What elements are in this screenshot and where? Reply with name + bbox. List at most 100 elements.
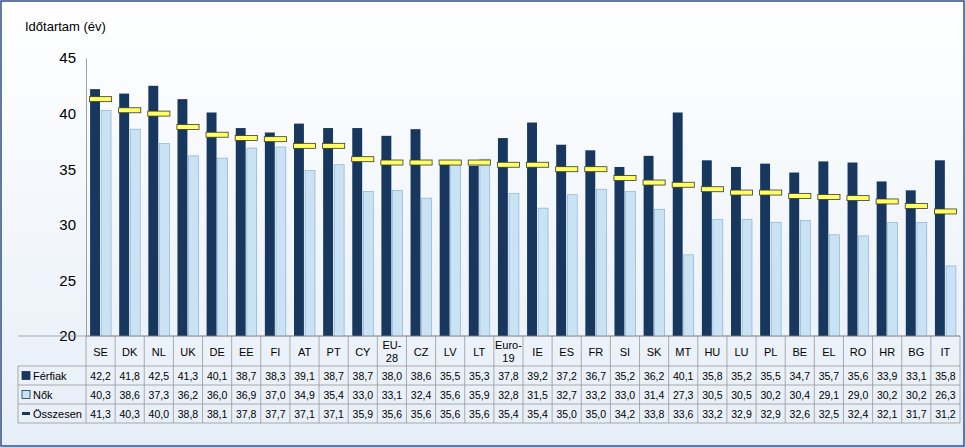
category-label: MT: [675, 346, 691, 358]
bar: [480, 159, 490, 336]
category-label: LT: [473, 346, 485, 358]
category-label: DE: [209, 346, 224, 358]
category-label: CZ: [414, 346, 429, 358]
table-rule: [814, 336, 815, 423]
category-label: BG: [908, 346, 924, 358]
table-value: 39,1: [294, 370, 315, 382]
table-value: 33,9: [877, 370, 898, 382]
dash-marker: [876, 199, 898, 204]
bar: [498, 138, 508, 336]
table-value: 32,4: [411, 389, 432, 401]
legend-swatch: [22, 412, 30, 415]
table-value: 41,3: [178, 370, 199, 382]
dash-marker: [760, 190, 782, 195]
table-rule: [231, 336, 232, 423]
legend-label: Összesen: [33, 408, 82, 420]
table-value: 35,9: [353, 408, 374, 420]
bar: [334, 165, 344, 336]
bar: [422, 198, 432, 336]
table-value: 35,4: [498, 408, 519, 420]
category-label: SE: [93, 346, 108, 358]
category-label: ES: [559, 346, 574, 358]
table-value: 37,0: [265, 389, 286, 401]
dash-marker: [556, 167, 578, 172]
table-rule: [523, 336, 524, 423]
bar: [848, 163, 858, 336]
table-value: 30,4: [790, 389, 811, 401]
marker-series: [89, 97, 956, 214]
y-tick-label: 25: [59, 272, 76, 289]
category-label: SI: [620, 346, 630, 358]
table-value: 37,1: [323, 408, 344, 420]
bar: [713, 219, 723, 336]
table-value: 35,2: [615, 370, 636, 382]
table-rule: [581, 336, 582, 423]
dash-marker: [264, 137, 286, 142]
dash-marker: [847, 196, 869, 201]
dash-marker: [89, 97, 111, 102]
bar: [451, 163, 461, 336]
bar: [276, 147, 286, 336]
table-value: 35,4: [323, 389, 344, 401]
bar: [218, 158, 228, 336]
bar: [742, 219, 752, 336]
table-rule: [18, 423, 960, 424]
table-rule: [86, 336, 87, 423]
table-value: 37,7: [265, 408, 286, 420]
table-value: 38,8: [178, 408, 199, 420]
table-value: 35,8: [935, 370, 956, 382]
table-value: 32,1: [877, 408, 898, 420]
bar-series: [90, 86, 945, 336]
bar: [859, 236, 869, 336]
table-value: 26,3: [935, 389, 956, 401]
table-value: 35,6: [848, 370, 869, 382]
table-value: 38,7: [236, 370, 257, 382]
table-rule: [726, 336, 727, 423]
table-value: 30,2: [906, 389, 927, 401]
dash-marker: [585, 167, 607, 172]
table-rule: [464, 336, 465, 423]
legend-label: Férfiak: [33, 370, 67, 382]
bar: [148, 86, 158, 336]
bar: [626, 191, 636, 336]
y-axis: 202530354045: [59, 49, 86, 344]
table-value: 42,5: [149, 370, 170, 382]
bar: [906, 190, 916, 336]
category-label: HR: [879, 346, 895, 358]
bar: [888, 223, 898, 336]
table-value: 31,4: [644, 389, 665, 401]
category-label: BE: [792, 346, 807, 358]
table-value: 30,5: [702, 389, 723, 401]
table-value: 38,3: [265, 370, 286, 382]
table-value: 41,3: [90, 408, 111, 420]
y-tick-label: 30: [59, 216, 76, 233]
category-label: NL: [152, 346, 166, 358]
category-label: Euro-19: [495, 339, 522, 364]
table-value: 40,0: [149, 408, 170, 420]
data-table: SEDKNLUKDEEEFIATPTCYEU-28CZLVLTEuro-19IE…: [18, 336, 960, 423]
bar: [247, 148, 257, 336]
dash-marker: [905, 203, 927, 208]
dash-marker: [381, 160, 403, 165]
category-label: AT: [298, 346, 312, 358]
category-label: FR: [588, 346, 603, 358]
table-value: 40,1: [207, 370, 228, 382]
table-rule: [785, 336, 786, 423]
y-tick: 30: [59, 216, 86, 233]
table-value: 35,4: [527, 408, 548, 420]
table-rule: [289, 336, 290, 423]
table-value: 35,0: [556, 408, 577, 420]
bar: [596, 189, 606, 336]
dash-marker: [818, 195, 840, 200]
table-value: 38,7: [353, 370, 374, 382]
table-rule: [552, 336, 553, 423]
dash-marker: [468, 160, 490, 165]
dash-marker: [119, 108, 141, 113]
table-rule: [930, 336, 931, 423]
table-value: 39,2: [527, 370, 548, 382]
table-value: 41,8: [119, 370, 140, 382]
dash-marker: [643, 180, 665, 185]
table-rule: [18, 366, 19, 423]
table-value: 34,2: [615, 408, 636, 420]
bar: [946, 266, 956, 336]
